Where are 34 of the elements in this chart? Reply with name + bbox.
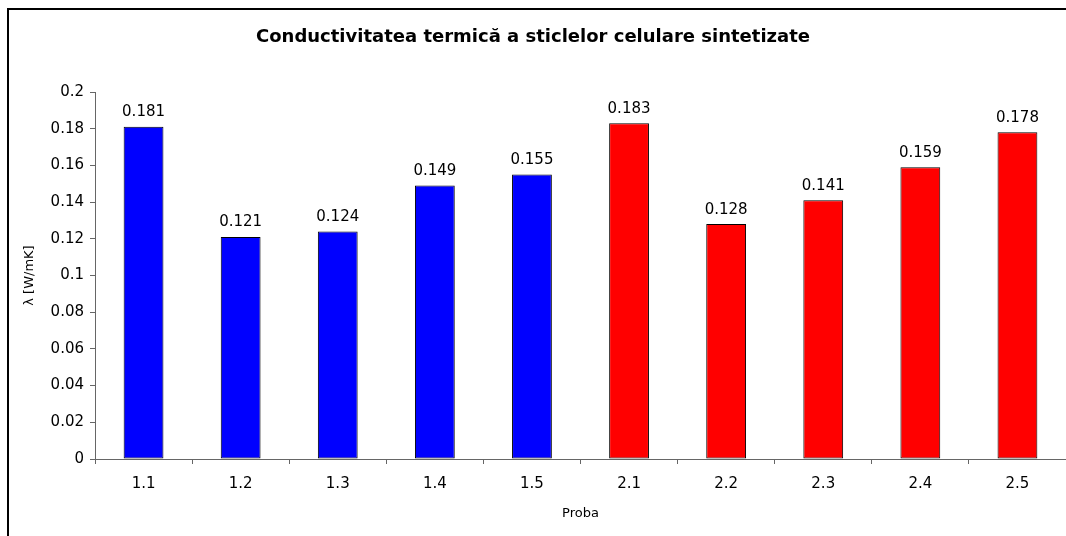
y-tick-label: 0.08 — [50, 302, 84, 321]
y-tick-label: 0.06 — [50, 338, 84, 357]
y-tick-label: 0.2 — [60, 81, 84, 100]
y-tick-label: 0.02 — [50, 412, 84, 431]
data-label: 0.159 — [898, 142, 942, 161]
x-tick-label: 1.1 — [131, 473, 156, 492]
data-label: 0.155 — [510, 149, 554, 168]
x-tick-label: 2.2 — [714, 473, 739, 492]
y-tick-label: 0 — [74, 448, 84, 467]
x-tick-label: 2.5 — [1005, 473, 1030, 492]
chart-title: Conductivitatea termică a sticlelor celulare sintetizate — [256, 25, 810, 47]
data-label: 0.149 — [413, 160, 457, 179]
y-axis-title: λ [W/mK] — [21, 245, 37, 306]
data-label: 0.128 — [704, 199, 748, 218]
x-tick-label: 1.4 — [422, 473, 447, 492]
x-axis-title: Proba — [562, 504, 599, 520]
x-tick-label: 2.3 — [811, 473, 836, 492]
x-tick-label: 1.2 — [228, 473, 253, 492]
y-tick-label: 0.14 — [50, 191, 84, 210]
data-label: 0.141 — [801, 175, 845, 194]
y-tick-label: 0.1 — [60, 265, 84, 284]
data-label: 0.178 — [995, 107, 1039, 126]
data-label: 0.181 — [122, 102, 166, 121]
y-tick-label: 0.12 — [50, 228, 84, 247]
data-label: 0.124 — [316, 206, 360, 225]
y-tick-label: 0.18 — [50, 118, 84, 137]
y-tick-label: 0.04 — [50, 375, 84, 394]
x-tick-label: 2.1 — [617, 473, 641, 492]
x-tick-label: 1.5 — [520, 473, 544, 492]
x-tick-label: 2.4 — [908, 473, 933, 492]
data-label: 0.121 — [219, 212, 263, 231]
y-tick-label: 0.16 — [50, 155, 84, 174]
x-tick-label: 1.3 — [325, 473, 350, 492]
data-label: 0.183 — [607, 98, 651, 117]
